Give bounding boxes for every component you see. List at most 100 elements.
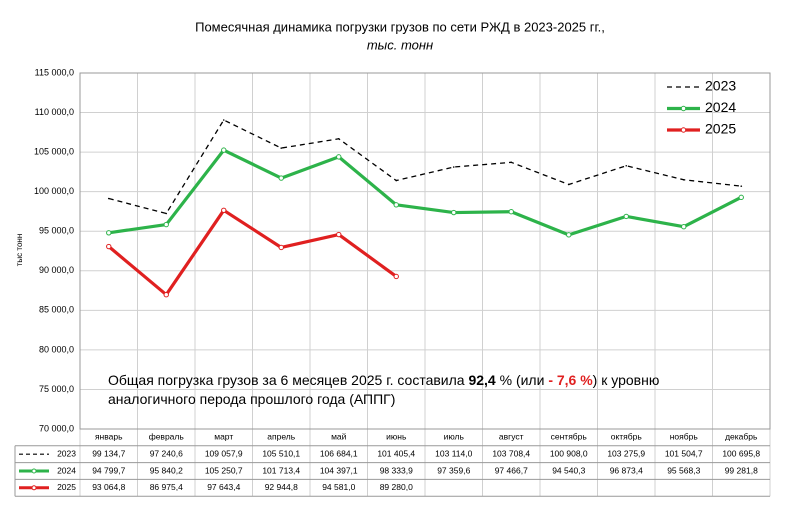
table-cell: 109 057,9: [205, 448, 243, 458]
table-cell: 93 064,8: [92, 482, 125, 492]
point: [395, 179, 398, 182]
table-cell: 94 581,0: [322, 482, 355, 492]
y-axis-label: тыс тонн: [15, 234, 24, 267]
x-tick-label: июль: [444, 432, 465, 442]
table-cell: 94 799,7: [92, 465, 125, 475]
y-tick-label: 75 000,0: [39, 384, 74, 394]
y-tick-label: 105 000,0: [34, 146, 74, 156]
table-cell: 97 240,6: [150, 448, 183, 458]
table-series-name: 2025: [57, 482, 76, 492]
table-cell: 99 281,8: [725, 465, 758, 475]
table-cell: 101 405,4: [377, 448, 415, 458]
x-tick-label: ноябрь: [670, 432, 699, 442]
annotation: аналогичного перода прошлого года (АППГ): [108, 391, 395, 407]
table-cell: 95 840,2: [150, 465, 183, 475]
point-marker: [393, 273, 399, 280]
x-tick-label: март: [214, 432, 233, 442]
table-cell: 105 510,1: [262, 448, 300, 458]
point-marker: [278, 175, 284, 181]
table-cell: 98 333,9: [380, 465, 413, 475]
chart-subtitle: тыс. тонн: [367, 37, 433, 52]
annotation-text: аналогичного перода прошлого года (АППГ): [108, 391, 395, 407]
point-marker: [163, 221, 169, 228]
point: [625, 164, 628, 167]
annotation: Общая погрузка грузов за 6 месяцев 2025 …: [108, 372, 659, 388]
table-cell: 97 359,6: [437, 465, 470, 475]
table-series-name: 2024: [57, 465, 76, 475]
table-cell: 100 908,0: [550, 448, 588, 458]
y-tick-label: 80 000,0: [39, 344, 74, 354]
x-tick-label: февраль: [149, 432, 185, 442]
y-tick-label: 100 000,0: [34, 186, 74, 196]
x-tick-label: январь: [95, 432, 123, 442]
point: [452, 166, 455, 168]
point-marker: [221, 147, 227, 153]
annotation-text: - 7,6 %: [548, 372, 593, 388]
point: [510, 161, 513, 164]
table-key-marker: [31, 485, 37, 491]
table-cell: 96 873,4: [610, 465, 643, 475]
point-marker: [221, 207, 227, 214]
y-tick-label: 115 000,0: [35, 67, 74, 77]
y-tick-label: 110 000,0: [35, 107, 74, 117]
y-tick-label: 95 000,0: [39, 226, 74, 236]
table-cell: 103 114,0: [435, 448, 472, 458]
series-line: [108, 148, 742, 237]
annotation-text: ) к уровню: [593, 372, 660, 388]
table-cell: 99 134,7: [92, 448, 125, 458]
point-marker: [623, 213, 629, 220]
legend-label: 2025: [705, 121, 736, 137]
x-tick-label: октябрь: [611, 432, 643, 442]
table-cell: 103 275,9: [607, 448, 645, 458]
legend-label: 2023: [705, 78, 736, 94]
table-cell: 101 504,7: [665, 448, 703, 458]
legend-label: 2024: [705, 99, 736, 115]
point-marker: [336, 231, 342, 238]
point-marker: [451, 209, 457, 216]
point-marker: [566, 232, 572, 238]
x-tick-label: апрель: [267, 432, 295, 442]
table-cell: 104 397,1: [320, 465, 358, 475]
table-cell: 92 944,8: [265, 482, 298, 492]
table-cell: 89 280,0: [380, 482, 413, 492]
x-tick-label: июнь: [386, 432, 407, 442]
point: [567, 183, 570, 186]
annotation-text: 92,4: [468, 372, 495, 388]
table-cell: 97 643,4: [207, 482, 240, 492]
y-tick-label: 70 000,0: [39, 423, 74, 433]
point-marker: [336, 154, 342, 160]
series-line: [107, 208, 398, 297]
point: [740, 185, 743, 187]
annotation-text: % (или: [496, 372, 549, 388]
table-cell: 100 695,8: [722, 448, 760, 458]
legend-marker: [680, 127, 687, 133]
table-cell: 95 568,3: [667, 465, 700, 475]
point-marker: [681, 224, 687, 230]
table-series-name: 2023: [57, 448, 76, 458]
x-tick-label: декабрь: [725, 432, 758, 442]
table-cell: 97 466,7: [495, 465, 528, 475]
point: [222, 119, 225, 121]
point-marker: [278, 244, 284, 251]
table-key-marker: [31, 468, 37, 474]
table-cell: 94 540,3: [552, 465, 585, 475]
point: [682, 178, 685, 181]
point-marker: [163, 292, 169, 298]
table-cell: 86 975,4: [150, 482, 183, 492]
x-tick-label: май: [331, 432, 347, 442]
x-tick-label: август: [499, 432, 524, 442]
y-tick-label: 85 000,0: [39, 305, 74, 315]
point: [280, 147, 283, 149]
x-tick-label: сентябрь: [551, 432, 588, 442]
point: [165, 212, 168, 215]
point: [337, 137, 340, 140]
point-marker: [508, 209, 514, 215]
legend-marker: [680, 105, 687, 112]
point-marker: [106, 243, 112, 250]
table-cell: 106 684,1: [320, 448, 358, 458]
table-cell: 101 713,4: [262, 465, 300, 475]
point: [107, 197, 110, 200]
table-cell: 103 708,4: [492, 448, 530, 458]
